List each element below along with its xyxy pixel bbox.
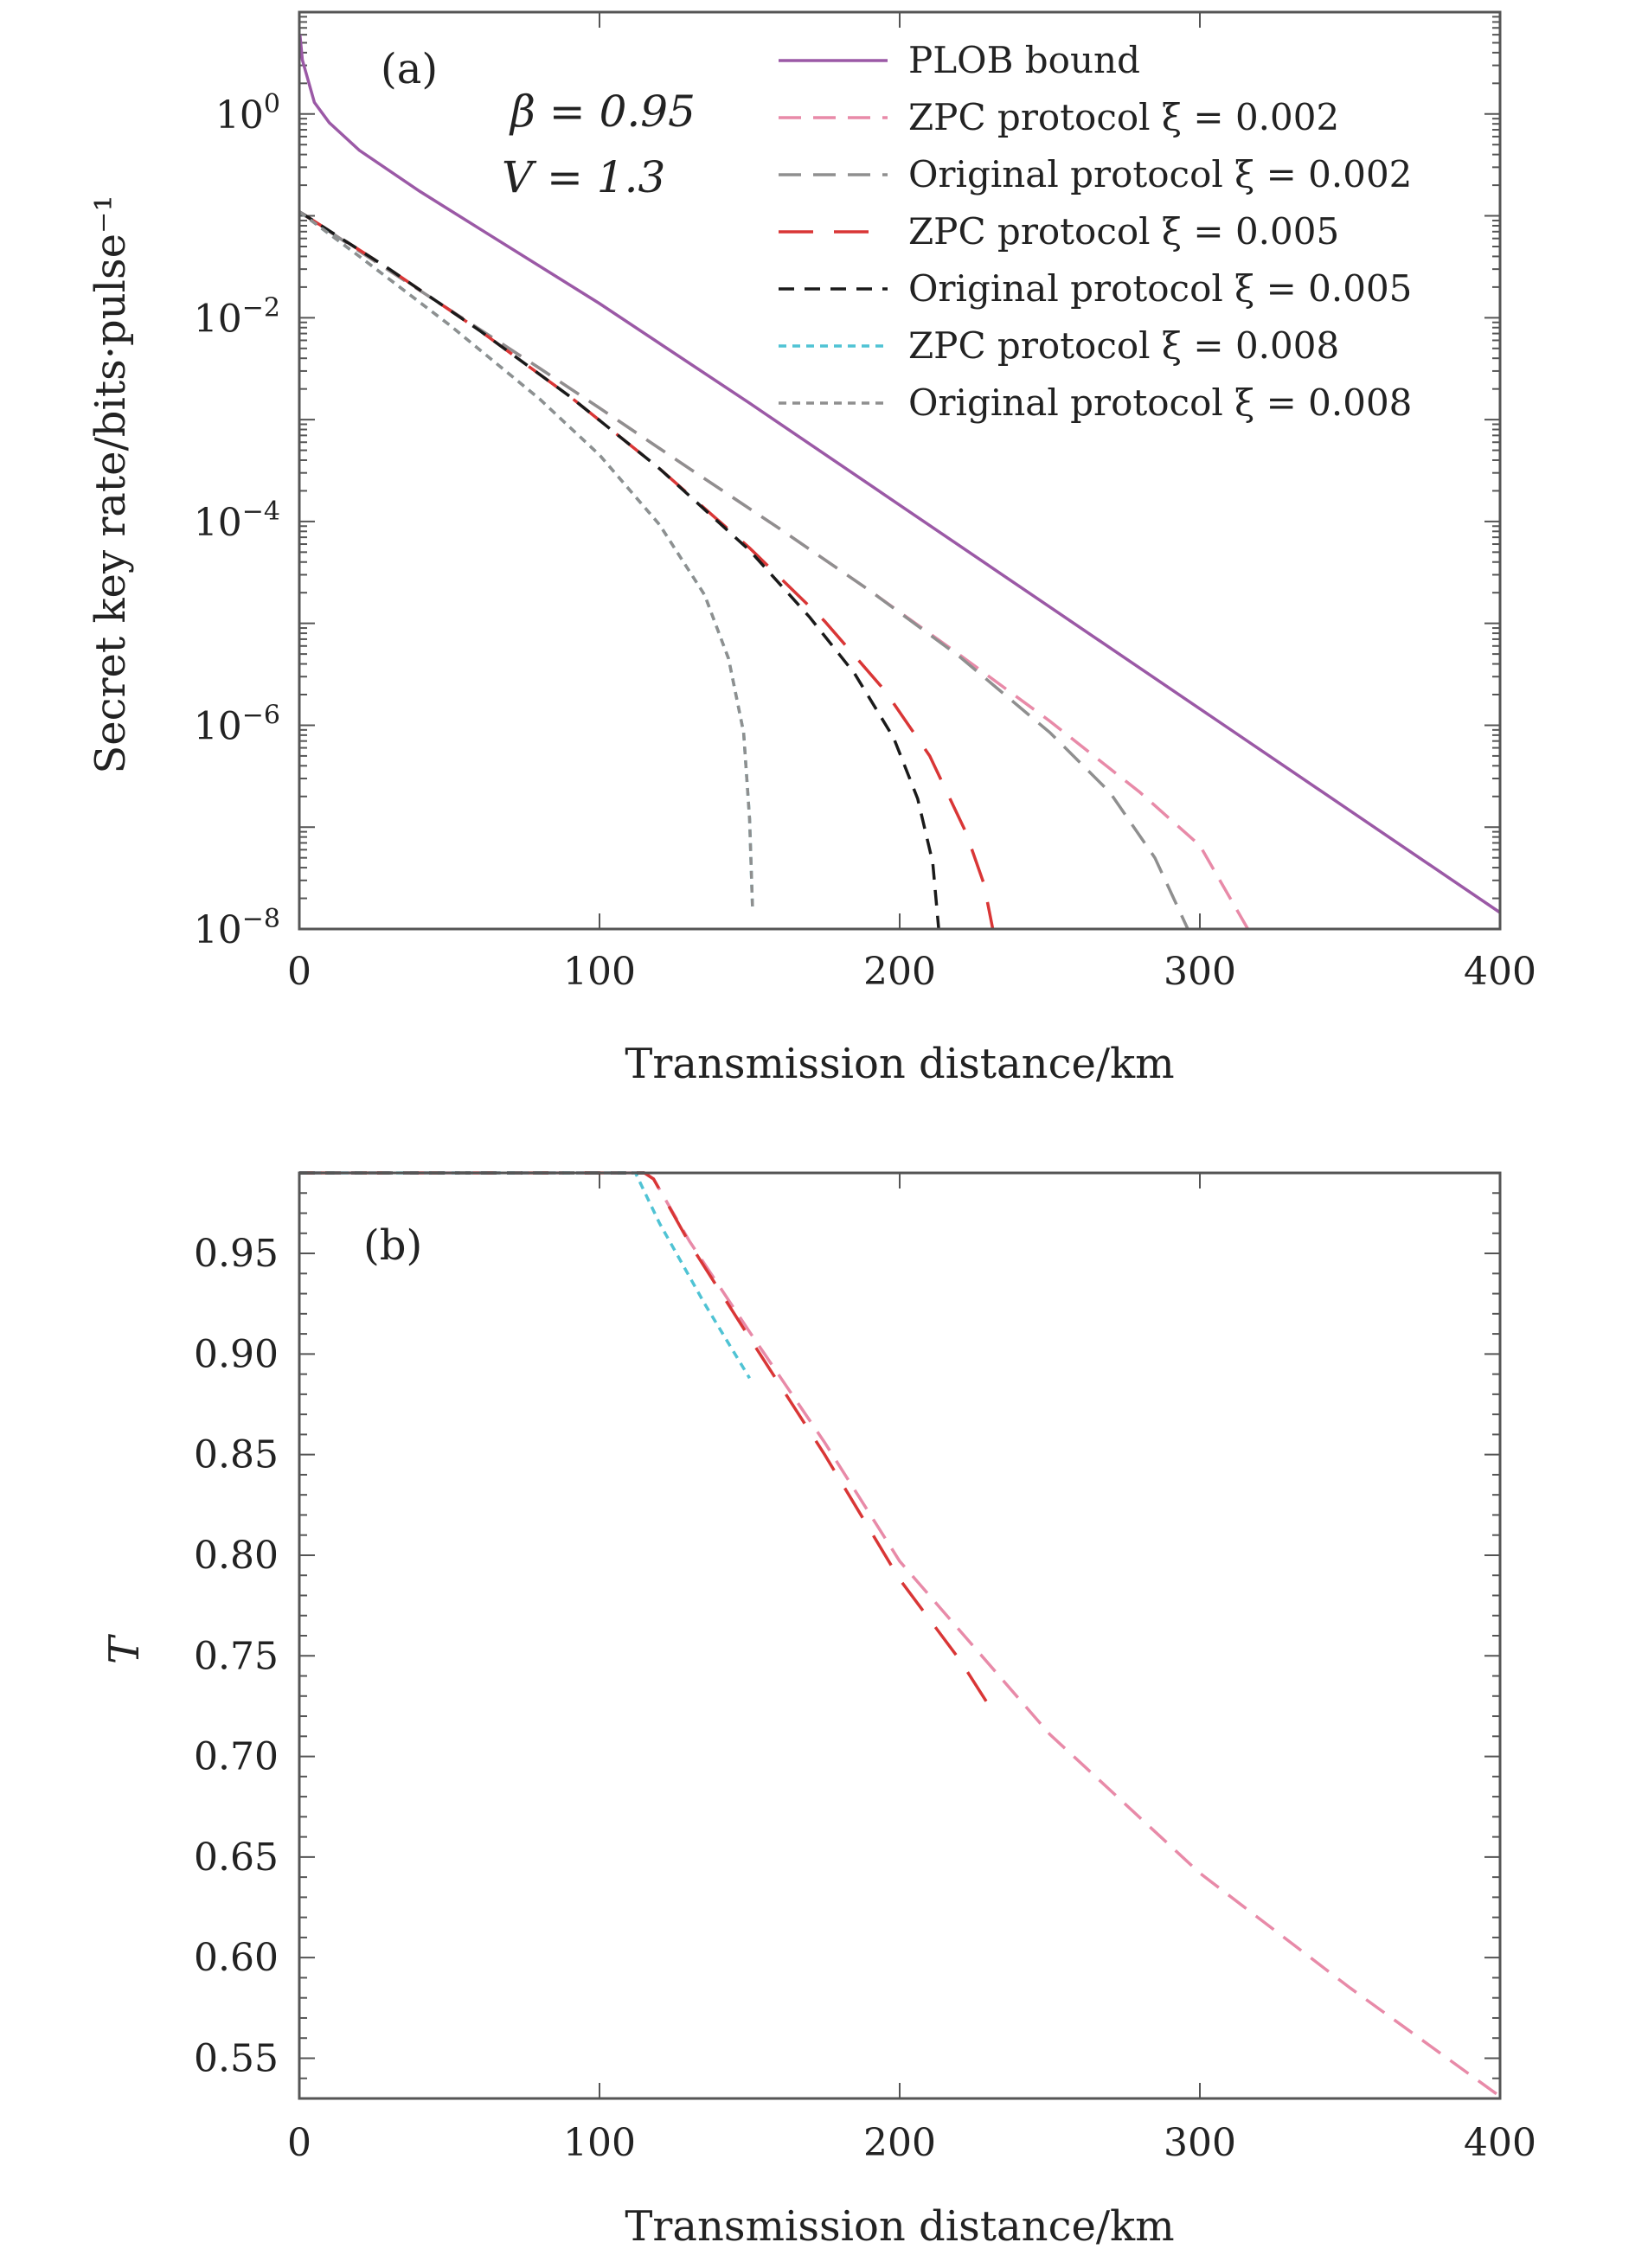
y-axis-label-a: Secret key rate/bits·pulse⁻¹: [87, 195, 135, 773]
plot-area-b: [299, 1173, 1500, 2098]
x-axis-label-b: Transmission distance/km: [625, 2202, 1174, 2251]
a-xtick-label: 200: [863, 950, 936, 994]
a-yticklabels: 100 10−2 10−4 10−6 10−8: [194, 89, 280, 952]
b-xticklabels: 0 100 200 300 400: [287, 2121, 1536, 2165]
series-a-zpc-protocol-0-005: [298, 210, 995, 930]
series-a-plob-bound: [298, 34, 1501, 914]
a-ytick-label: 100: [215, 89, 280, 138]
b-xtick-label: 300: [1164, 2121, 1236, 2165]
y-axis-label-b: T: [100, 1634, 149, 1664]
b-ytick-label: 0.90: [194, 1332, 279, 1376]
x-axis-label-a: Transmission distance/km: [625, 1040, 1174, 1088]
a-xtick-label: 400: [1464, 950, 1536, 994]
panel-b: 0 100 200 300 400 0.550.600.650.700.750.800.…: [100, 1171, 1536, 2251]
annotation-beta: β = 0.95: [509, 86, 696, 137]
a-ytick-label: 10−8: [194, 904, 280, 952]
a-xtick-label: 0: [287, 950, 311, 994]
legend-label-zpc-protocol-0-005: ZPC protocol ξ = 0.005: [908, 210, 1339, 253]
b-ytick-label: 0.95: [194, 1232, 279, 1276]
panel-a: 0 100 200 300 400 100 10−2 10−4 10−6 10−8 Transm…: [87, 10, 1536, 1088]
a-ytick-label: 10−2: [194, 292, 280, 341]
b-ytick-label: 0.85: [194, 1433, 279, 1477]
legend: PLOB bound ZPC protocol ξ = 0.002 Original…: [779, 39, 1412, 424]
panel-tag-b: (b): [363, 1221, 422, 1270]
plot-frame-a: [298, 10, 1502, 931]
series-a-original-protocol-0-008: [298, 210, 754, 912]
legend-label-original-protocol-0-008: Original protocol ξ = 0.008: [908, 381, 1412, 424]
legend-label-original-protocol-0-005: Original protocol ξ = 0.005: [908, 267, 1412, 310]
a-ytick-label: 10−4: [194, 497, 280, 545]
b-yticklabels: 0.55 0.60 0.65 0.70 0.75 0.80 0.85 0.90 0.95: [194, 1232, 279, 2080]
legend-label-zpc-protocol-0-002: ZPC protocol ξ = 0.002: [908, 96, 1339, 138]
a-xticklabels: 0 100 200 300 400: [287, 950, 1536, 994]
b-xtick-label: 400: [1464, 2121, 1536, 2165]
series-b-zpc-protocol-0-005: [299, 1171, 997, 1717]
a-ytick-label: 10−6: [194, 700, 280, 748]
panel-tag-a: (a): [381, 45, 438, 93]
a-series: [298, 34, 1501, 930]
b-xtick-label: 100: [563, 2121, 636, 2165]
series-a-original-protocol-0-005: [298, 210, 940, 930]
b-ytick-label: 0.70: [194, 1735, 279, 1779]
plot-frame-b: [298, 1171, 1502, 2100]
b-ytick-label: 0.65: [194, 1836, 279, 1880]
legend-label-zpc-protocol-0-008: ZPC protocol ξ = 0.008: [908, 324, 1339, 367]
b-xtick-label: 200: [863, 2121, 936, 2165]
annotation-v: V = 1.3: [502, 152, 665, 202]
a-xtick-label: 300: [1164, 950, 1236, 994]
a-xtick-label: 100: [563, 950, 636, 994]
legend-label-original-protocol-0-002: Original protocol ξ = 0.002: [908, 153, 1412, 195]
b-ytick-label: 0.60: [194, 1936, 279, 1980]
b-ytick-label: 0.80: [194, 1534, 279, 1578]
b-ytick-label: 0.55: [194, 2036, 279, 2080]
legend-label-plob-bound: PLOB bound: [908, 39, 1140, 81]
b-ytick-label: 0.75: [194, 1634, 279, 1678]
b-xtick-label: 0: [287, 2121, 311, 2165]
y-axis-label-a-text: Secret key rate/bits·pulse⁻¹: [87, 195, 135, 773]
